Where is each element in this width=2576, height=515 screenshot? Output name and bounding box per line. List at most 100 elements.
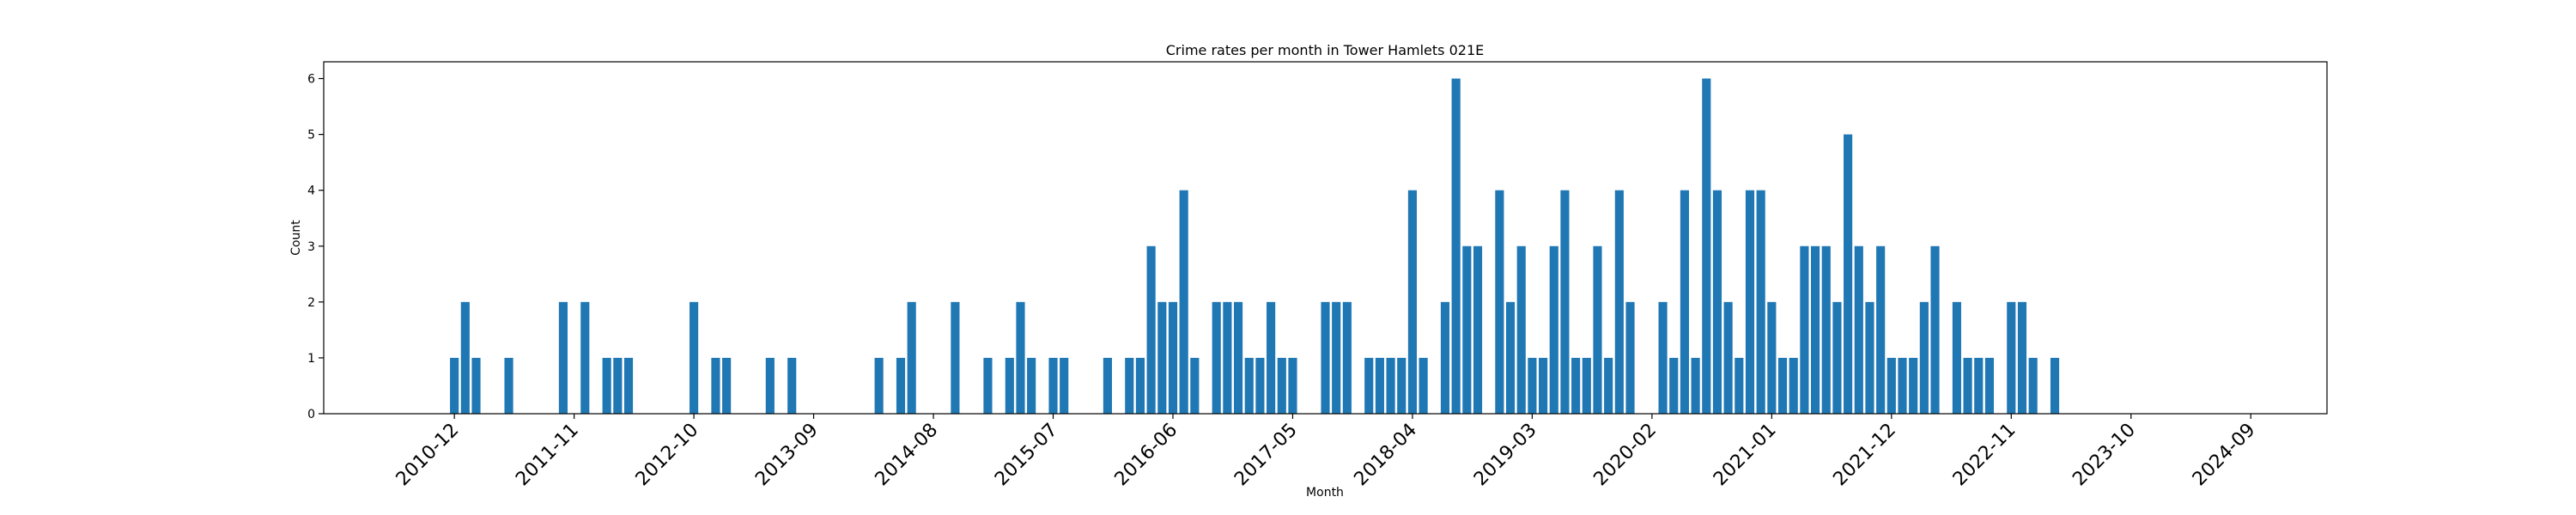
bar-2018-09 — [1462, 245, 1472, 414]
bar-2012-02 — [602, 357, 611, 414]
bar-2012-12 — [711, 357, 720, 414]
bar-2022-06 — [1952, 301, 1961, 414]
bar-2016-08 — [1190, 357, 1200, 414]
bar-2015-12 — [1103, 357, 1112, 414]
bar-2015-05 — [1027, 357, 1036, 414]
bar-2015-01 — [983, 357, 993, 414]
bar-2012-04 — [623, 357, 634, 414]
x-tick-label: 2023-10 — [2069, 420, 2140, 491]
bar-2019-08 — [1582, 357, 1591, 414]
y-tick-label: 2 — [307, 296, 315, 310]
bar-2018-05 — [1419, 357, 1428, 414]
bar-2020-06 — [1691, 357, 1700, 414]
bar-2021-08 — [1844, 134, 1853, 414]
bar-2018-04 — [1407, 190, 1417, 414]
bar-2023-01 — [2028, 357, 2038, 414]
bar-2020-08 — [1712, 190, 1722, 414]
bar-2011-12 — [580, 301, 590, 414]
bar-2016-07 — [1179, 190, 1188, 414]
bar-2021-03 — [1789, 357, 1798, 414]
bar-2021-02 — [1777, 357, 1788, 414]
bar-2016-02 — [1125, 357, 1134, 414]
bar-2018-02 — [1386, 357, 1395, 414]
bar-2020-12 — [1756, 190, 1765, 414]
bar-2011-05 — [504, 357, 513, 414]
bar-2017-08 — [1321, 301, 1330, 414]
bar-2020-11 — [1745, 190, 1755, 414]
y-tick-label: 4 — [307, 185, 315, 198]
y-tick-label: 1 — [307, 352, 315, 366]
bar-2022-03 — [1919, 301, 1929, 414]
y-tick-label: 6 — [307, 73, 315, 87]
bar-2018-08 — [1451, 78, 1461, 415]
bar-2013-01 — [722, 357, 732, 414]
bar-2019-03 — [1528, 357, 1537, 414]
bar-2018-03 — [1397, 357, 1406, 414]
bar-2020-05 — [1680, 190, 1689, 414]
bar-2016-06 — [1168, 301, 1178, 414]
bar-2020-10 — [1735, 357, 1744, 414]
bar-2021-01 — [1767, 301, 1777, 414]
x-tick-label: 2019-03 — [1470, 420, 1541, 491]
bar-2011-01 — [460, 301, 470, 414]
bar-2023-03 — [2050, 357, 2060, 414]
bar-2019-12 — [1625, 301, 1635, 414]
bar-2021-04 — [1800, 245, 1809, 414]
x-tick-label: 2013-09 — [751, 420, 823, 491]
bar-2021-06 — [1821, 245, 1831, 414]
bar-2017-03 — [1267, 301, 1276, 414]
bar-2022-04 — [1930, 245, 1940, 414]
bar-2021-10 — [1865, 301, 1874, 414]
bar-2017-02 — [1255, 357, 1265, 414]
bar-2014-10 — [951, 301, 960, 414]
bar-2020-03 — [1658, 301, 1668, 414]
bar-2021-05 — [1811, 245, 1820, 414]
bar-2013-05 — [765, 357, 775, 414]
y-axis-label: Count — [289, 220, 303, 256]
bar-2011-10 — [558, 301, 568, 414]
bar-2012-10 — [690, 301, 699, 414]
bar-2010-12 — [450, 357, 459, 414]
y-tick-label: 3 — [307, 240, 315, 254]
x-axis: 2010-12 2011-11 2012-10 2013-09 2014-08 2015-… — [392, 414, 2260, 491]
bar-2015-03 — [1005, 357, 1014, 414]
x-tick-label: 2020-02 — [1589, 420, 1661, 491]
x-tick-label: 2016-06 — [1111, 420, 1182, 491]
x-tick-label: 2014-08 — [872, 420, 943, 491]
x-tick-label: 2024-09 — [2189, 420, 2260, 491]
bar-2019-06 — [1560, 190, 1570, 414]
x-axis-label: Month — [1306, 486, 1344, 500]
bar-2016-04 — [1146, 245, 1156, 414]
bar-2015-08 — [1060, 357, 1069, 414]
x-tick-label: 2018-04 — [1351, 420, 1422, 491]
y-tick-label: 0 — [307, 408, 315, 421]
bar-2017-04 — [1277, 357, 1286, 414]
bar-2022-01 — [1898, 357, 1907, 414]
x-tick-label: 2017-05 — [1230, 420, 1302, 491]
bar-2019-07 — [1571, 357, 1581, 414]
x-tick-label: 2015-07 — [991, 420, 1062, 491]
bar-2017-12 — [1364, 357, 1374, 414]
bar-2015-04 — [1016, 301, 1025, 414]
bar-2018-01 — [1375, 357, 1384, 414]
bar-2016-03 — [1135, 357, 1145, 414]
bar-2017-10 — [1342, 301, 1352, 414]
bar-2021-11 — [1876, 245, 1886, 414]
bar-2014-03 — [874, 357, 884, 414]
x-tick-label: 2012-10 — [632, 420, 703, 491]
bar-2018-07 — [1440, 301, 1450, 414]
bar-2016-12 — [1233, 301, 1243, 414]
bar-2019-05 — [1549, 245, 1558, 414]
bar-2020-07 — [1702, 78, 1711, 415]
bar-2016-11 — [1223, 301, 1232, 414]
y-tick-label: 5 — [307, 129, 315, 142]
bar-2019-02 — [1516, 245, 1526, 414]
bar-2020-04 — [1669, 357, 1679, 414]
x-tick-label: 2021-01 — [1710, 420, 1781, 491]
bar-2019-09 — [1593, 245, 1602, 414]
bar-2014-06 — [907, 301, 916, 414]
x-tick-label: 2021-12 — [1829, 420, 1900, 491]
bar-2016-05 — [1157, 301, 1167, 414]
bar-2018-12 — [1495, 190, 1504, 414]
